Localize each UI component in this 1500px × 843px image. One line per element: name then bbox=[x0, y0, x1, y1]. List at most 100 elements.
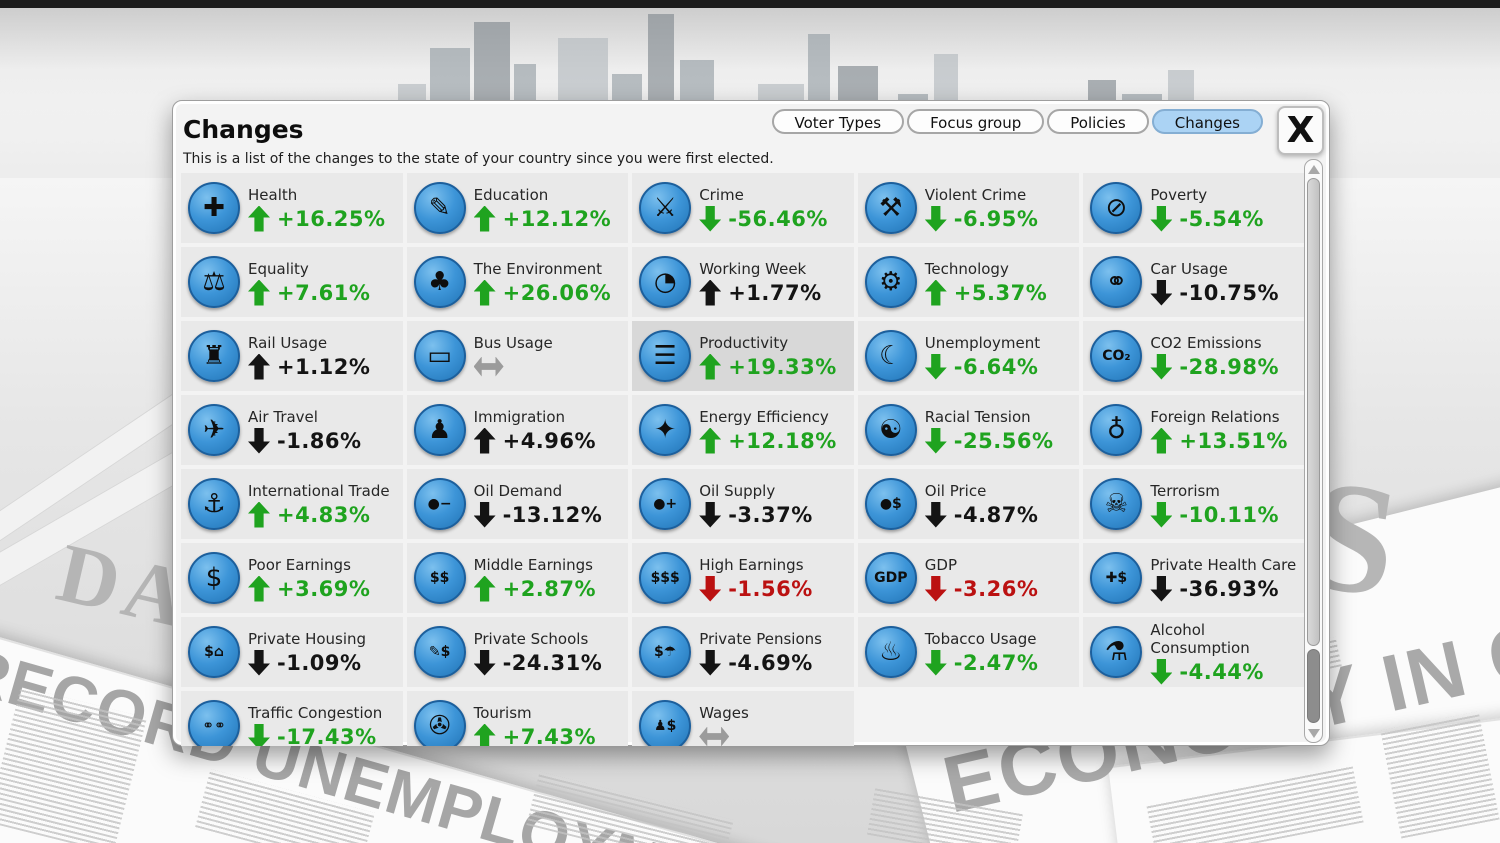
scrollbar-thumb[interactable] bbox=[1307, 178, 1320, 646]
productivity-icon: ☰ bbox=[639, 330, 692, 382]
stat-cell-poor-earnings[interactable]: $ Poor Earnings +3.69% bbox=[181, 543, 403, 613]
stat-cell-poverty[interactable]: ⊘ Poverty -5.54% bbox=[1083, 173, 1305, 243]
icon-glyph: ☾ bbox=[879, 341, 903, 371]
foreign-relations-icon: ♁ bbox=[1090, 404, 1143, 456]
letterbox-bar bbox=[0, 0, 1500, 8]
stat-cell-private-pensions[interactable]: $☂ Private Pensions -4.69% bbox=[632, 617, 854, 687]
stat-label: Racial Tension bbox=[924, 408, 1031, 426]
stat-cell-oil-supply[interactable]: ●+ Oil Supply -3.37% bbox=[632, 469, 854, 539]
stat-cell-co2-emissions[interactable]: CO₂ CO2 Emissions -28.98% bbox=[1083, 321, 1305, 391]
scrollbar-track-remainder bbox=[1307, 649, 1320, 723]
tab-changes[interactable]: Changes bbox=[1151, 109, 1263, 134]
icon-glyph: ♣ bbox=[427, 267, 452, 297]
icon-glyph: ✇ bbox=[428, 711, 451, 741]
icon-glyph: ♟ bbox=[427, 415, 452, 445]
close-button[interactable]: X bbox=[1277, 106, 1324, 155]
stat-cell-energy-efficiency[interactable]: ✦ Energy Efficiency +12.18% bbox=[632, 395, 854, 465]
stat-value: +26.06% bbox=[502, 280, 612, 305]
stat-label: Violent Crime bbox=[924, 186, 1027, 204]
stat-cell-private-health-care[interactable]: ✚$ Private Health Care -36.93% bbox=[1083, 543, 1305, 613]
stat-cell-bus-usage[interactable]: ▭ Bus Usage bbox=[406, 321, 629, 391]
stat-value: +7.43% bbox=[502, 724, 597, 747]
stat-label: Poor Earnings bbox=[248, 556, 351, 574]
gdp-icon: GDP bbox=[864, 552, 917, 604]
stat-cell-alcohol-consumption[interactable]: ⚗ Alcohol Consumption -4.44% bbox=[1083, 617, 1305, 687]
stat-label: Alcohol Consumption bbox=[1150, 621, 1250, 657]
icon-glyph: ▭ bbox=[427, 341, 452, 371]
icon-glyph: $☂ bbox=[654, 644, 677, 660]
trend-down-arrow-icon bbox=[473, 649, 496, 676]
icon-glyph: $⌂ bbox=[204, 644, 224, 660]
stat-cell-middle-earnings[interactable]: $$ Middle Earnings +2.87% bbox=[406, 543, 629, 613]
poverty-icon: ⊘ bbox=[1090, 182, 1143, 234]
tab-focus-group[interactable]: Focus group bbox=[907, 109, 1045, 134]
stat-value: -13.12% bbox=[502, 502, 603, 527]
icon-glyph: ✈ bbox=[203, 415, 225, 445]
alcohol-consumption-icon: ⚗ bbox=[1090, 626, 1143, 678]
trend-down-arrow-icon bbox=[924, 353, 947, 380]
stat-cell-air-travel[interactable]: ✈ Air Travel -1.86% bbox=[181, 395, 403, 465]
oil-supply-icon: ●+ bbox=[639, 478, 692, 530]
stat-cell-crime[interactable]: ⚔ Crime -56.46% bbox=[632, 173, 854, 243]
trend-down-arrow-icon bbox=[699, 205, 722, 232]
stat-value: -17.43% bbox=[277, 724, 377, 747]
stat-value: -2.47% bbox=[953, 650, 1039, 675]
stat-cell-terrorism[interactable]: ☠ Terrorism -10.11% bbox=[1083, 469, 1305, 539]
stat-value: -3.37% bbox=[728, 502, 813, 527]
stat-cell-private-schools[interactable]: ✎$ Private Schools -24.31% bbox=[406, 617, 629, 687]
stat-cell-wages[interactable]: ♟$ Wages bbox=[632, 691, 854, 746]
stat-cell-tobacco-usage[interactable]: ♨ Tobacco Usage -2.47% bbox=[857, 617, 1080, 687]
icon-glyph: ⚖ bbox=[202, 267, 226, 297]
stat-cell-car-usage[interactable]: ⚭ Car Usage -10.75% bbox=[1083, 247, 1305, 317]
stat-cell-high-earnings[interactable]: $$$ High Earnings -1.56% bbox=[632, 543, 854, 613]
stat-cell-gdp[interactable]: GDP GDP -3.26% bbox=[857, 543, 1080, 613]
stat-cell-oil-demand[interactable]: ●− Oil Demand -13.12% bbox=[406, 469, 629, 539]
changes-grid: ✚ Health +16.25% ✎ Education +12.12% ⚔ Crime -56… bbox=[181, 173, 1305, 746]
stat-label: Oil Demand bbox=[473, 482, 563, 500]
tab-voter-types[interactable]: Voter Types bbox=[771, 109, 905, 134]
immigration-icon: ♟ bbox=[413, 404, 466, 456]
stat-cell-technology[interactable]: ⚙ Technology +5.37% bbox=[857, 247, 1080, 317]
stat-cell-tourism[interactable]: ✇ Tourism +7.43% bbox=[406, 691, 629, 747]
stat-value: -56.46% bbox=[728, 206, 828, 231]
scroll-up-button[interactable] bbox=[1307, 163, 1320, 175]
icon-glyph: ◔ bbox=[653, 267, 677, 297]
equality-icon: ⚖ bbox=[188, 256, 240, 308]
stat-cell-the-environment[interactable]: ♣ The Environment +26.06% bbox=[406, 247, 629, 317]
tab-policies[interactable]: Policies bbox=[1047, 109, 1149, 134]
stat-cell-working-week[interactable]: ◔ Working Week +1.77% bbox=[632, 247, 854, 317]
stat-cell-rail-usage[interactable]: ♜ Rail Usage +1.12% bbox=[181, 321, 403, 391]
stat-cell-unemployment[interactable]: ☾ Unemployment -6.64% bbox=[857, 321, 1080, 391]
stat-cell-health[interactable]: ✚ Health +16.25% bbox=[181, 173, 403, 243]
scroll-down-button[interactable] bbox=[1307, 727, 1320, 739]
icon-glyph: GDP bbox=[874, 570, 908, 586]
stat-cell-equality[interactable]: ⚖ Equality +7.61% bbox=[181, 247, 403, 317]
violent-crime-icon: ⚒ bbox=[864, 182, 917, 234]
icon-glyph: ✚$ bbox=[1105, 570, 1128, 586]
stat-cell-foreign-relations[interactable]: ♁ Foreign Relations +13.51% bbox=[1083, 395, 1305, 465]
stat-cell-oil-price[interactable]: ●$ Oil Price -4.87% bbox=[857, 469, 1080, 539]
icon-glyph: ●− bbox=[427, 496, 452, 512]
scrollbar-track[interactable] bbox=[1304, 159, 1323, 743]
stat-cell-productivity[interactable]: ☰ Productivity +19.33% bbox=[632, 321, 854, 391]
icon-glyph: ⚭ bbox=[1105, 267, 1128, 297]
stat-label: Oil Price bbox=[924, 482, 987, 500]
wages-icon: ♟$ bbox=[639, 700, 692, 746]
stat-label: Technology bbox=[924, 260, 1009, 278]
stat-cell-racial-tension[interactable]: ☯ Racial Tension -25.56% bbox=[857, 395, 1080, 465]
stat-cell-immigration[interactable]: ♟ Immigration +4.96% bbox=[406, 395, 629, 465]
stat-label: The Environment bbox=[473, 260, 603, 278]
stat-value: +12.18% bbox=[728, 428, 837, 453]
stat-cell-international-trade[interactable]: ⚓ International Trade +4.83% bbox=[181, 469, 403, 539]
stat-cell-violent-crime[interactable]: ⚒ Violent Crime -6.95% bbox=[857, 173, 1080, 243]
private-schools-icon: ✎$ bbox=[413, 626, 466, 678]
icon-glyph: ♁ bbox=[1106, 415, 1126, 445]
stat-label: Private Schools bbox=[473, 630, 589, 648]
stat-cell-private-housing[interactable]: $⌂ Private Housing -1.09% bbox=[181, 617, 403, 687]
trend-down-arrow-icon bbox=[248, 427, 270, 454]
stat-label: Private Health Care bbox=[1150, 556, 1297, 574]
icon-glyph: CO₂ bbox=[1102, 348, 1131, 364]
stat-value: -4.87% bbox=[953, 502, 1039, 527]
stat-cell-education[interactable]: ✎ Education +12.12% bbox=[406, 173, 629, 243]
stat-cell-traffic-congestion[interactable]: ⚭⚭ Traffic Congestion -17.43% bbox=[181, 691, 403, 746]
